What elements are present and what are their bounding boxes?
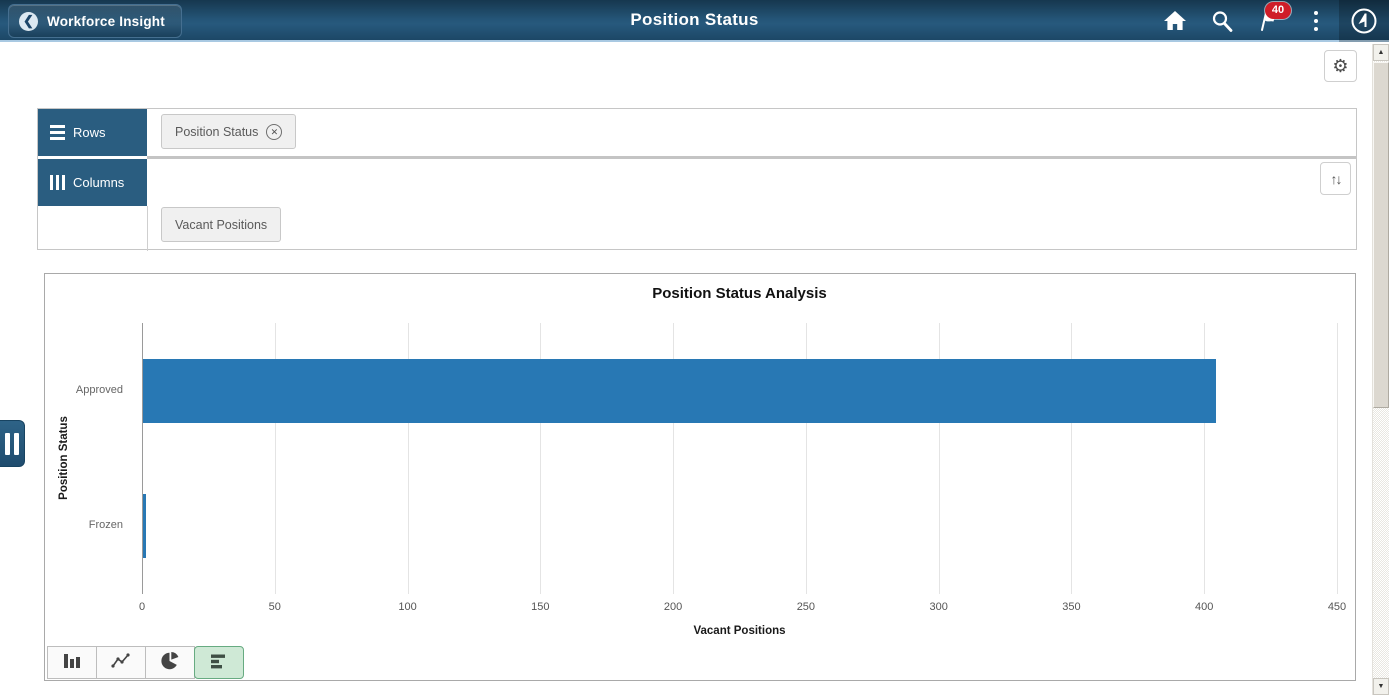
vertical-bar-chart-button[interactable] — [47, 646, 97, 679]
kebab-icon — [1313, 11, 1318, 31]
search-icon — [1212, 11, 1232, 32]
chart-panel: Position Status Analysis Position Status… — [44, 273, 1356, 681]
vertical-scrollbar[interactable]: ▲ ▼ — [1372, 44, 1389, 695]
y-axis-line — [142, 323, 143, 594]
remove-chip-icon[interactable]: ✕ — [266, 123, 283, 140]
x-tick-label: 450 — [1327, 601, 1347, 613]
gridline — [673, 323, 675, 594]
pivot-column-divider — [147, 206, 148, 251]
notification-badge: 40 — [1265, 2, 1291, 19]
navbar-compass-icon — [1351, 8, 1377, 34]
columns-header[interactable]: Columns — [38, 159, 147, 206]
back-button[interactable]: ❮ Workforce Insight — [8, 4, 182, 38]
gridline — [1071, 323, 1073, 594]
x-tick-label: 50 — [268, 601, 281, 613]
gridline — [805, 323, 807, 594]
plot-area — [142, 323, 1338, 594]
chip-label: Position Status — [175, 124, 259, 139]
rows-label: Rows — [73, 125, 106, 140]
search-button[interactable] — [1198, 0, 1245, 42]
line-chart-button[interactable] — [96, 646, 146, 679]
x-tick-label: 100 — [398, 601, 417, 613]
page-title: Position Status — [630, 10, 759, 29]
sort-options-button[interactable]: ↑↓ — [1320, 162, 1351, 195]
header-actions: 40 — [1151, 0, 1389, 42]
pie-chart-button[interactable] — [145, 646, 195, 679]
x-axis-tick-labels: 0 50 100 150 200 250 300 350 400 450 — [139, 601, 1346, 615]
pivot-row-separator — [147, 156, 1356, 159]
back-button-label: Workforce Insight — [47, 13, 165, 29]
scrollbar-thumb[interactable] — [1373, 62, 1389, 408]
x-tick-label: 0 — [138, 601, 146, 613]
gridline — [1337, 323, 1338, 594]
measure-chip-vacant-positions[interactable]: Vacant Positions — [161, 207, 282, 242]
x-tick-label: 200 — [663, 601, 683, 613]
home-icon — [1163, 11, 1186, 30]
chart-type-toolbar — [47, 646, 244, 679]
bar-approved[interactable] — [143, 358, 1216, 423]
gridline — [540, 323, 542, 594]
x-tick-label: 400 — [1195, 601, 1214, 613]
expand-prompts-tab[interactable] — [0, 420, 25, 467]
notifications-button[interactable]: 40 — [1245, 0, 1292, 42]
x-tick-label: 300 — [929, 601, 948, 613]
gear-icon: ⚙ — [1332, 56, 1349, 76]
x-tick-label: 250 — [796, 601, 816, 613]
navbar-button[interactable] — [1339, 0, 1389, 42]
rows-icon — [50, 125, 65, 140]
y-category-labels: Approved Frozen — [45, 323, 133, 594]
gridline — [938, 323, 940, 594]
columns-icon — [50, 175, 65, 190]
x-tick-label: 150 — [531, 601, 550, 613]
pie-chart-icon — [159, 651, 181, 674]
sort-arrows-icon: ↑↓ — [1330, 170, 1343, 187]
gridline — [274, 323, 276, 594]
columns-label: Columns — [73, 175, 125, 190]
app-header: ❮ Workforce Insight Position Status — [0, 0, 1389, 42]
options-gear-button[interactable]: ⚙ — [1324, 50, 1357, 82]
chart-title: Position Status Analysis — [652, 285, 827, 302]
pause-icon — [5, 432, 10, 455]
actions-menu-button[interactable] — [1292, 0, 1339, 42]
gridline — [407, 323, 409, 594]
row-chip-position-status[interactable]: Position Status ✕ — [161, 114, 297, 149]
home-button[interactable] — [1151, 0, 1198, 42]
x-axis-title: Vacant Positions — [693, 625, 786, 637]
rows-header[interactable]: Rows — [38, 109, 147, 156]
bar-frozen[interactable] — [143, 494, 146, 559]
chip-label: Vacant Positions — [175, 217, 268, 232]
line-chart-icon — [110, 651, 132, 674]
horizontal-bar-icon — [208, 651, 230, 674]
back-chevron-icon: ❮ — [19, 11, 38, 31]
vertical-bar-icon — [61, 651, 83, 674]
content-area: ⚙ Rows Columns Position Status ✕ ↑↓ Vaca… — [0, 44, 1372, 695]
horizontal-bar-chart-button[interactable] — [194, 646, 244, 679]
category-label-frozen: Frozen — [88, 519, 123, 532]
pivot-config-panel: Rows Columns Position Status ✕ ↑↓ Vacant… — [37, 108, 1357, 251]
x-tick-label: 350 — [1062, 601, 1081, 613]
scroll-up-button[interactable]: ▲ — [1373, 44, 1389, 61]
gridline — [1204, 323, 1206, 594]
scroll-down-button[interactable]: ▼ — [1373, 678, 1389, 695]
category-label-approved: Approved — [75, 383, 123, 396]
